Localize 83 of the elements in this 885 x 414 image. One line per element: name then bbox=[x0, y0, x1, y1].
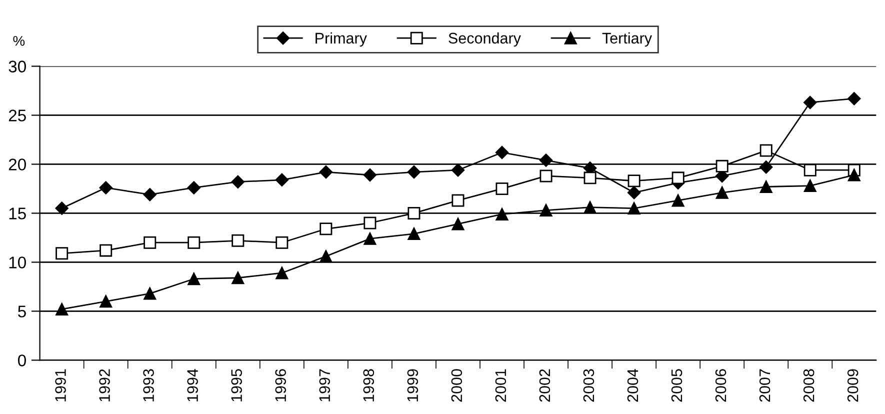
point bbox=[408, 228, 420, 240]
point bbox=[760, 180, 772, 194]
point bbox=[584, 172, 596, 184]
point bbox=[363, 168, 377, 182]
y-tick-label: 5 bbox=[18, 306, 26, 318]
x-tick-label: 1991 bbox=[55, 369, 66, 402]
point bbox=[56, 247, 68, 260]
x-tick-label: 2002 bbox=[539, 369, 550, 402]
x-tick-label: 2001 bbox=[495, 369, 506, 402]
point bbox=[496, 182, 508, 195]
point bbox=[584, 201, 596, 214]
point bbox=[320, 250, 332, 263]
y-tick-label: 25 bbox=[8, 110, 26, 122]
x-tick-label: 2007 bbox=[759, 369, 770, 402]
point bbox=[539, 154, 553, 167]
x-tick-label: 2009 bbox=[847, 369, 858, 402]
point bbox=[55, 202, 68, 215]
point bbox=[540, 204, 552, 217]
point bbox=[804, 96, 817, 110]
y-tick-label: 0 bbox=[18, 354, 26, 366]
point bbox=[672, 172, 684, 184]
point bbox=[364, 232, 376, 245]
point bbox=[188, 272, 200, 286]
point bbox=[496, 208, 508, 220]
point bbox=[848, 168, 860, 182]
point bbox=[276, 266, 288, 280]
point bbox=[628, 202, 640, 215]
point bbox=[804, 164, 816, 176]
y-tick-label: 30 bbox=[8, 60, 26, 72]
point bbox=[187, 181, 200, 194]
point bbox=[760, 160, 773, 174]
point bbox=[452, 194, 464, 207]
point bbox=[232, 234, 244, 247]
point bbox=[144, 287, 156, 300]
x-tick-label: 2008 bbox=[803, 369, 814, 402]
point bbox=[231, 175, 244, 188]
x-tick-label: 1993 bbox=[143, 369, 154, 402]
point bbox=[628, 174, 640, 188]
x-tick-label: 2000 bbox=[451, 369, 462, 402]
point bbox=[760, 144, 772, 157]
x-tick-label: 1999 bbox=[407, 369, 418, 402]
x-tick-label: 1996 bbox=[275, 369, 286, 402]
point bbox=[232, 272, 244, 284]
y-tick-label: 15 bbox=[9, 208, 26, 220]
x-tick-label: 1998 bbox=[363, 369, 374, 402]
point bbox=[276, 236, 288, 249]
point bbox=[99, 181, 112, 194]
point bbox=[320, 222, 332, 236]
point bbox=[848, 92, 861, 106]
legend-label: Primary bbox=[316, 32, 367, 47]
x-tick-label: 2006 bbox=[715, 369, 726, 402]
point bbox=[495, 146, 509, 160]
point bbox=[408, 206, 420, 220]
point bbox=[672, 194, 684, 207]
x-tick-label: 1992 bbox=[99, 369, 110, 402]
point bbox=[188, 236, 200, 249]
legend-label: Secondary bbox=[448, 32, 521, 47]
point bbox=[100, 295, 112, 308]
y-axis-title: % bbox=[13, 36, 25, 46]
point bbox=[364, 216, 376, 230]
y-tick-label: 10 bbox=[9, 256, 26, 268]
point bbox=[451, 164, 465, 177]
point bbox=[804, 180, 816, 192]
x-tick-label: 2005 bbox=[671, 369, 682, 402]
point bbox=[540, 170, 552, 182]
x-tick-label: 1995 bbox=[231, 369, 242, 402]
point bbox=[143, 188, 156, 202]
legend-label: Tertiary bbox=[602, 32, 652, 47]
point bbox=[319, 165, 333, 179]
x-tick-label: 2003 bbox=[583, 369, 594, 402]
point bbox=[100, 244, 112, 257]
point bbox=[716, 160, 728, 172]
point bbox=[56, 302, 68, 316]
point bbox=[627, 186, 641, 200]
x-tick-label: 1997 bbox=[319, 369, 330, 402]
x-tick-label: 1994 bbox=[187, 368, 198, 402]
x-tick-label: 2004 bbox=[627, 368, 638, 402]
point bbox=[407, 165, 421, 179]
point bbox=[716, 186, 728, 199]
point bbox=[275, 173, 289, 186]
point bbox=[144, 236, 156, 249]
y-tick-label: 20 bbox=[8, 158, 26, 170]
point bbox=[452, 218, 464, 230]
